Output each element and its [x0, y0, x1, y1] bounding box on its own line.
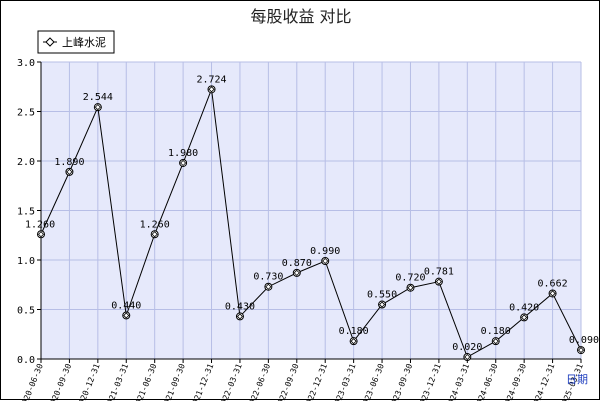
data-label: 0.420	[509, 302, 539, 313]
x-tick-label: 2022-03-31	[217, 362, 243, 401]
x-tick-label: 2023-09-30	[388, 362, 414, 401]
data-point	[207, 85, 216, 94]
data-point-diamond	[293, 269, 300, 276]
x-tick-label: 2024-09-30	[502, 362, 528, 401]
x-tick-label: 2022-09-30	[274, 362, 300, 401]
data-point-diamond	[378, 301, 386, 308]
data-label: 0.180	[339, 326, 369, 337]
data-point-diamond	[37, 231, 45, 238]
data-point	[463, 353, 472, 362]
data-point-diamond	[236, 313, 244, 320]
data-point-diamond	[464, 353, 471, 361]
data-point	[520, 313, 529, 322]
data-point	[491, 337, 500, 346]
data-point	[179, 158, 188, 167]
x-tick-label: 2023-12-31	[416, 362, 442, 401]
data-point-diamond	[265, 283, 272, 290]
x-tick-label: 2022-12-31	[303, 362, 329, 401]
y-tick-label: 3.0	[17, 58, 35, 69]
data-point	[434, 277, 443, 286]
y-tick-label: 0.5	[17, 306, 35, 317]
y-tick-label: 2.5	[17, 108, 35, 119]
x-tick-label: 2020-06-30	[18, 362, 44, 401]
data-point	[292, 268, 301, 277]
data-label: 0.662	[538, 278, 568, 289]
data-label: 0.430	[225, 301, 255, 312]
data-point-diamond	[521, 314, 528, 321]
data-point	[150, 230, 159, 239]
data-point-diamond	[549, 290, 556, 297]
x-tick-label: 2024-12-31	[530, 362, 556, 401]
x-tick-label: 2020-12-31	[75, 362, 101, 401]
data-point-diamond	[151, 231, 158, 238]
data-point	[577, 346, 585, 355]
legend-box	[37, 30, 115, 54]
data-point	[65, 167, 74, 176]
data-label: 0.781	[424, 267, 454, 278]
x-tick-label: 2023-03-31	[331, 362, 357, 401]
x-tick-label: 2021-12-31	[189, 362, 215, 401]
data-point	[548, 289, 557, 298]
data-label: 0.720	[395, 273, 425, 284]
x-tick-label: 2021-09-30	[161, 362, 187, 401]
data-point-diamond	[435, 278, 442, 285]
data-point-diamond	[66, 168, 73, 175]
y-tick-label: 1.0	[17, 256, 35, 267]
y-tick-label: 2.0	[17, 157, 35, 168]
data-point	[122, 311, 131, 320]
legend: 上峰水泥	[37, 30, 115, 54]
data-point	[349, 337, 358, 346]
grid-lines	[40, 61, 582, 360]
data-label: 0.440	[111, 300, 141, 311]
data-label: 1.260	[140, 219, 170, 230]
chart-title: 每股收益 对比	[250, 7, 351, 26]
data-point-diamond	[350, 338, 357, 345]
x-tick-label: 2024-03-31	[445, 362, 471, 401]
data-label: 2.544	[83, 92, 113, 103]
data-label: 0.180	[481, 326, 511, 337]
data-point	[378, 300, 387, 309]
data-label: 0.730	[253, 272, 283, 283]
legend-label: 上峰水泥	[62, 36, 106, 49]
data-label: 1.260	[25, 219, 55, 230]
data-label: 1.980	[168, 148, 198, 159]
x-tick-label: 2024-06-30	[473, 362, 499, 401]
x-axis-ticks: 2020-06-30 2020-09-30 2020-12-31 2021-03-31…	[18, 359, 585, 401]
data-label: 0.870	[282, 258, 312, 269]
data-label: 0.990	[310, 246, 340, 257]
data-label: 0.550	[367, 290, 397, 301]
data-point-diamond	[94, 104, 101, 111]
y-tick-label: 0.0	[17, 355, 35, 366]
data-point	[235, 312, 244, 321]
x-axis-label: 日期	[566, 373, 588, 386]
data-label: 0.020	[452, 342, 482, 353]
data-label: 1.890	[54, 157, 84, 168]
data-point-diamond	[577, 347, 585, 354]
legend-marker	[45, 37, 55, 47]
data-point-diamond	[180, 159, 187, 167]
data-point	[93, 103, 102, 112]
y-axis-ticks: 0.0 0.5 1.0 1.5 2.0 2.5 3.0	[17, 58, 41, 366]
series-line	[40, 89, 582, 358]
data-label: 2.724	[196, 74, 226, 85]
data-point	[406, 283, 415, 292]
data-point	[264, 282, 273, 291]
data-point	[37, 230, 45, 239]
series-group: 1.260 1.890 2.544 0.440 1.260 1.980 2.724 0.430…	[25, 74, 599, 362]
data-point-diamond	[492, 338, 499, 345]
data-point-diamond	[407, 284, 414, 291]
y-tick-label: 1.5	[17, 207, 35, 218]
x-tick-label: 2022-06-30	[246, 362, 272, 401]
x-tick-label: 2021-03-31	[104, 362, 130, 401]
x-tick-label: 2021-06-30	[132, 362, 158, 401]
data-point	[321, 256, 330, 265]
data-point-diamond	[322, 257, 329, 265]
x-tick-label: 2023-06-30	[360, 362, 386, 401]
data-point-diamond	[208, 86, 215, 93]
data-point-diamond	[123, 312, 130, 319]
x-tick-label: 2020-09-30	[47, 362, 73, 401]
data-label: 0.090	[569, 335, 599, 346]
